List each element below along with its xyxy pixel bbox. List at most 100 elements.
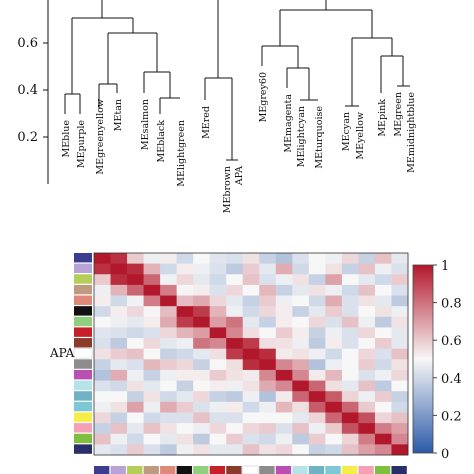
heatmap-cell: [242, 401, 260, 413]
heatmap-cell: [209, 391, 227, 403]
heatmap-cell: [209, 263, 227, 275]
heatmap-cell: [176, 327, 194, 339]
heatmap-cell: [292, 391, 310, 403]
heatmap-cell: [226, 284, 244, 296]
heatmap-cell: [325, 284, 343, 296]
heatmap-cell: [325, 369, 343, 381]
heatmap-cell: [193, 338, 211, 350]
heatmap-cell: [275, 348, 293, 360]
heatmap-cell: [275, 412, 293, 424]
heatmap-cell: [242, 338, 260, 350]
heatmap-cell: [292, 316, 310, 328]
heatmap-cell: [193, 263, 211, 275]
heatmap-cell: [374, 348, 392, 360]
heatmap-cell: [308, 369, 326, 381]
heatmap-cell: [176, 412, 194, 424]
heatmap-cell: [325, 253, 343, 265]
heatmap-cell: [259, 263, 277, 275]
heatmap-cell: [160, 433, 178, 445]
column-module-color: [176, 466, 192, 474]
heatmap-cell: [341, 412, 359, 424]
heatmap-cell: [160, 263, 178, 275]
legend-tick-label: 0.8: [441, 297, 462, 312]
heatmap-cell: [209, 359, 227, 371]
heatmap-cell: [358, 284, 376, 296]
heatmap-cell: [242, 369, 260, 381]
heatmap-cell: [143, 423, 161, 435]
heatmap-cell: [325, 263, 343, 275]
heatmap-cell: [325, 380, 343, 392]
column-module-color: [358, 466, 374, 474]
heatmap-cell: [143, 263, 161, 275]
heatmap-cell: [325, 401, 343, 413]
heatmap-cell: [110, 295, 128, 307]
heatmap-cell: [226, 401, 244, 413]
heatmap-cell: [242, 433, 260, 445]
heatmap-cell: [292, 401, 310, 413]
heatmap-cell: [341, 444, 359, 456]
heatmap-cell: [374, 433, 392, 445]
heatmap-cell: [176, 263, 194, 275]
column-module-color: [275, 466, 292, 474]
heatmap-cell: [94, 338, 111, 350]
heatmap-cell: [127, 401, 144, 413]
heatmap-cell: [209, 412, 227, 424]
heatmap-cell: [226, 369, 244, 381]
heatmap-cell: [226, 348, 244, 360]
heatmap-cell: [242, 444, 260, 456]
leaf-label: MEturquoise: [314, 106, 325, 169]
heatmap-cell: [391, 327, 409, 339]
heatmap-cell: [275, 444, 293, 456]
y-tick-label: 0.6: [17, 36, 38, 51]
heatmap-cell: [308, 444, 326, 456]
column-module-color: [308, 466, 325, 474]
heatmap-cell: [358, 433, 376, 445]
heatmap-cell: [341, 423, 359, 435]
heatmap-cell: [259, 253, 277, 265]
heatmap-cell: [292, 338, 310, 350]
heatmap-cell: [160, 380, 178, 392]
heatmap-cell: [226, 263, 244, 275]
heatmap-cell: [308, 274, 326, 286]
heatmap-cell: [358, 348, 376, 360]
heatmap-cell: [226, 338, 244, 350]
heatmap-cell: [193, 253, 211, 265]
heatmap-cell: [374, 295, 392, 307]
heatmap-cell: [358, 412, 376, 424]
heatmap-cell: [127, 338, 144, 350]
heatmap-cell: [275, 423, 293, 435]
heatmap-cell: [259, 306, 277, 318]
heatmap-cell: [160, 369, 178, 381]
heatmap-cell: [160, 444, 178, 456]
row-module-color: [74, 433, 92, 444]
heatmap-cell: [193, 401, 211, 413]
heatmap-cell: [209, 380, 227, 392]
heatmap-cell: [275, 306, 293, 318]
heatmap-cell: [94, 274, 111, 286]
leaf-label: MEtan: [113, 99, 124, 131]
heatmap-cell: [94, 316, 111, 328]
apa-row-label: APA: [49, 346, 75, 360]
heatmap-cell: [209, 423, 227, 435]
heatmap-cell: [341, 274, 359, 286]
heatmap-cell: [275, 391, 293, 403]
heatmap-cell: [94, 306, 111, 318]
heatmap-cell: [259, 433, 277, 445]
heatmap-cell: [110, 274, 128, 286]
row-module-color: [74, 338, 92, 348]
heatmap-cell: [143, 316, 161, 328]
heatmap: APA: [49, 252, 409, 474]
row-module-color: [74, 306, 92, 316]
dendrogram-branches: [64, 0, 410, 161]
heatmap-cell: [160, 253, 178, 265]
heatmap-cell: [143, 369, 161, 381]
heatmap-cell: [259, 412, 277, 424]
heatmap-cell: [391, 348, 409, 360]
legend-tick-label: 0.2: [441, 409, 462, 424]
heatmap-cell: [358, 253, 376, 265]
heatmap-cell: [341, 433, 359, 445]
leaf-label: MEgreen: [393, 92, 404, 137]
heatmap-cell: [308, 327, 326, 339]
heatmap-cell: [209, 369, 227, 381]
heatmap-cell: [391, 306, 409, 318]
